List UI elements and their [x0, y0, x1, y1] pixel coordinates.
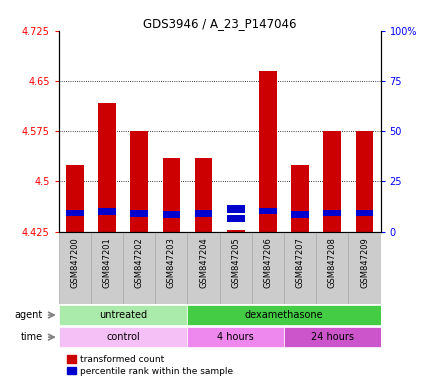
Text: agent: agent [14, 310, 43, 320]
Bar [251, 232, 283, 304]
Title: GDS3946 / A_23_P147046: GDS3946 / A_23_P147046 [143, 17, 296, 30]
Text: control: control [106, 332, 140, 342]
Bar [130, 131, 148, 232]
Bar [194, 210, 212, 217]
Legend: transformed count, percentile rank within the sample: transformed count, percentile rank withi… [63, 351, 237, 379]
Bar [219, 232, 251, 304]
Text: GSM847205: GSM847205 [231, 237, 240, 288]
Text: dexamethasone: dexamethasone [244, 310, 322, 320]
Bar [162, 211, 180, 218]
Bar [91, 232, 123, 304]
Bar [98, 103, 115, 232]
Bar [348, 232, 380, 304]
Bar [59, 305, 187, 325]
Bar [323, 131, 340, 232]
Text: GSM847208: GSM847208 [327, 237, 336, 288]
Text: time: time [20, 332, 43, 342]
Bar [259, 207, 276, 214]
Bar [227, 205, 244, 213]
Bar [291, 211, 308, 218]
Bar [187, 305, 380, 325]
Bar [227, 230, 244, 232]
Bar [123, 232, 155, 304]
Bar [162, 158, 180, 232]
Bar [291, 165, 308, 232]
Bar [155, 232, 187, 304]
Text: 24 hours: 24 hours [310, 332, 353, 342]
Bar [259, 71, 276, 232]
Bar [355, 131, 372, 232]
Text: GSM847204: GSM847204 [199, 237, 207, 288]
Bar [323, 210, 340, 216]
Text: GSM847203: GSM847203 [167, 237, 175, 288]
Text: 4 hours: 4 hours [217, 332, 253, 342]
Text: GSM847207: GSM847207 [295, 237, 304, 288]
Bar [283, 327, 380, 347]
Text: GSM847209: GSM847209 [359, 237, 368, 288]
Bar [59, 232, 91, 304]
Text: GSM847200: GSM847200 [70, 237, 79, 288]
Bar [130, 210, 148, 217]
Bar [283, 232, 316, 304]
Text: untreated: untreated [99, 310, 147, 320]
Bar [187, 327, 283, 347]
Text: GSM847206: GSM847206 [263, 237, 272, 288]
Bar [316, 232, 348, 304]
Bar [355, 210, 372, 216]
Text: GSM847201: GSM847201 [102, 237, 111, 288]
Bar [187, 232, 219, 304]
Bar [227, 215, 244, 222]
Bar [59, 327, 187, 347]
Bar [66, 165, 83, 232]
Bar [98, 208, 115, 215]
Text: GSM847202: GSM847202 [135, 237, 143, 288]
Bar [194, 158, 212, 232]
Bar [66, 210, 83, 216]
